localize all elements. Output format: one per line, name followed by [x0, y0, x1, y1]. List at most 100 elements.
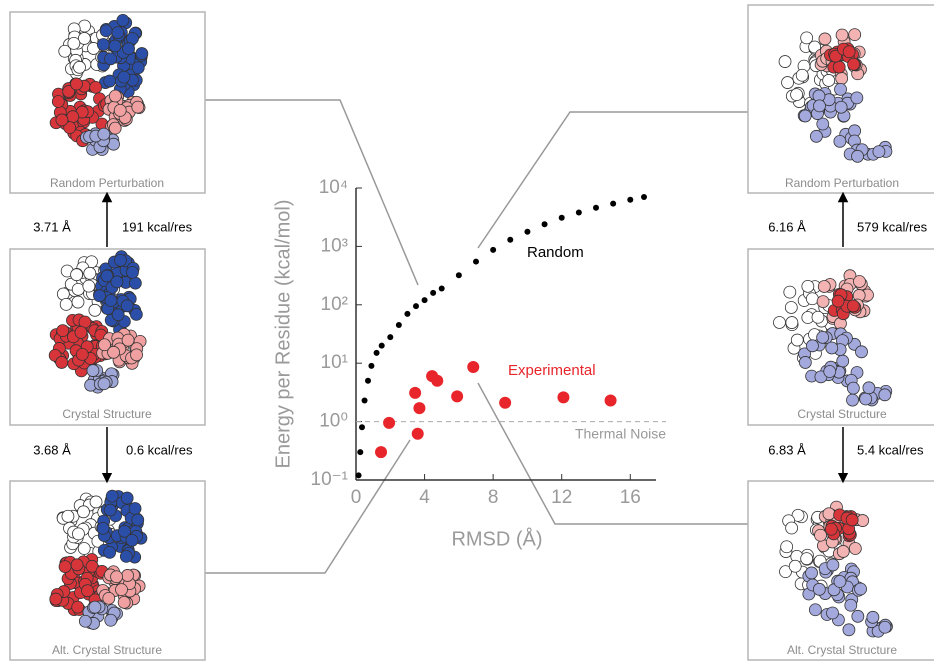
- atom: [826, 342, 838, 354]
- panel-caption: Random Perturbation: [785, 176, 899, 190]
- atom: [104, 75, 116, 87]
- atom: [105, 295, 117, 307]
- figure: Random Perturbation Crystal Structure Al…: [0, 0, 934, 661]
- point: [610, 201, 616, 207]
- atom: [813, 583, 825, 595]
- atom: [79, 615, 91, 627]
- atom: [114, 254, 126, 266]
- atom: [115, 584, 127, 596]
- atom: [786, 522, 798, 534]
- x-tick-label: 0: [351, 487, 362, 508]
- atom: [106, 490, 118, 502]
- atom: [852, 150, 864, 162]
- point: [439, 286, 445, 292]
- atom: [867, 611, 879, 623]
- point: [413, 303, 419, 309]
- atom: [796, 69, 808, 81]
- point: [379, 343, 385, 349]
- panel-caption: Crystal Structure: [797, 407, 887, 421]
- atom: [789, 560, 801, 572]
- x-tick-label: 16: [620, 487, 641, 508]
- connector: [205, 440, 410, 573]
- y-tick-label: 10²: [321, 294, 348, 315]
- atom: [108, 346, 120, 358]
- atom: [847, 300, 859, 312]
- point: [396, 322, 402, 328]
- atom: [109, 90, 121, 102]
- atom: [132, 62, 144, 74]
- atom: [827, 559, 839, 571]
- atom: [833, 61, 845, 73]
- point: [524, 229, 530, 235]
- connector: [478, 112, 748, 248]
- energy-label: 191 kcal/res: [122, 219, 193, 234]
- atom: [791, 334, 803, 346]
- atom: [84, 267, 96, 279]
- energy-label: 579 kcal/res: [857, 219, 928, 234]
- atom: [104, 546, 116, 558]
- panel-caption: Alt. Crystal Structure: [52, 643, 162, 657]
- atom: [90, 496, 102, 508]
- atom: [846, 514, 858, 526]
- atom: [117, 14, 129, 26]
- energy-label: 5.4 kcal/res: [857, 442, 924, 457]
- reference-label: Thermal Noise: [575, 425, 666, 441]
- atom: [104, 504, 116, 516]
- series-label: Experimental: [508, 362, 596, 379]
- atom: [105, 614, 117, 626]
- y-tick-label: 10³: [321, 235, 348, 256]
- panel-caption: Alt. Crystal Structure: [787, 643, 897, 657]
- atom: [815, 529, 827, 541]
- atom: [114, 104, 126, 116]
- point: [362, 397, 368, 403]
- atom: [813, 100, 825, 112]
- atom: [847, 382, 859, 394]
- atom: [72, 601, 84, 613]
- point: [559, 215, 565, 221]
- point: [357, 449, 363, 455]
- atom: [90, 81, 102, 93]
- atom: [97, 522, 109, 534]
- x-tick-label: 4: [419, 487, 430, 508]
- point: [593, 205, 599, 211]
- point: [365, 378, 371, 384]
- atom: [52, 96, 64, 108]
- atom: [100, 25, 112, 37]
- point: [499, 397, 511, 409]
- atom: [72, 528, 84, 540]
- atom: [879, 621, 891, 633]
- point: [431, 375, 443, 387]
- atom: [832, 295, 844, 307]
- atom: [779, 56, 791, 68]
- series-label: Random: [527, 244, 584, 261]
- point: [374, 350, 380, 356]
- atom: [782, 77, 794, 89]
- atom: [843, 624, 855, 636]
- point: [368, 363, 374, 369]
- atom: [120, 550, 132, 562]
- atom: [786, 317, 798, 329]
- point: [605, 394, 617, 406]
- atom: [94, 290, 106, 302]
- atom: [87, 365, 99, 377]
- point: [422, 297, 428, 303]
- atom: [123, 43, 135, 55]
- point: [542, 221, 548, 227]
- rmsd-label: 3.68 Å: [33, 442, 71, 457]
- point: [627, 197, 633, 203]
- atom: [855, 583, 867, 595]
- atom: [129, 502, 141, 514]
- atom: [825, 523, 837, 535]
- point: [387, 334, 393, 340]
- atom: [806, 567, 818, 579]
- point: [557, 391, 569, 403]
- atom: [823, 508, 835, 520]
- atom: [59, 561, 71, 573]
- atom: [781, 541, 793, 553]
- atom: [56, 114, 68, 126]
- atom: [83, 280, 95, 292]
- atom: [89, 304, 101, 316]
- point: [412, 428, 424, 440]
- atom: [136, 48, 148, 60]
- rmsd-label: 6.83 Å: [768, 442, 806, 457]
